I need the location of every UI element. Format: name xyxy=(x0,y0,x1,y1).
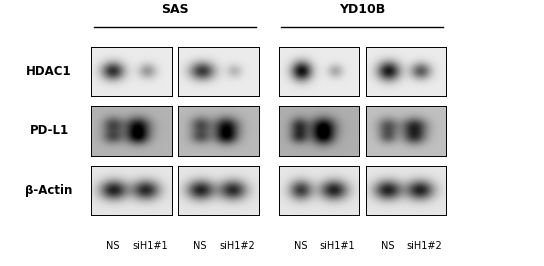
Text: NS: NS xyxy=(381,241,394,251)
Text: siH1#2: siH1#2 xyxy=(406,241,442,251)
Text: SAS: SAS xyxy=(162,3,189,16)
Text: siH1#2: siH1#2 xyxy=(219,241,255,251)
Text: siH1#1: siH1#1 xyxy=(319,241,355,251)
Text: NS: NS xyxy=(294,241,307,251)
Text: HDAC1: HDAC1 xyxy=(26,65,72,77)
Text: NS: NS xyxy=(194,241,207,251)
Text: β-Actin: β-Actin xyxy=(25,184,73,197)
Text: NS: NS xyxy=(107,241,120,251)
Text: siH1#1: siH1#1 xyxy=(132,241,168,251)
Text: PD-L1: PD-L1 xyxy=(29,124,69,137)
Text: YD10B: YD10B xyxy=(339,3,386,16)
